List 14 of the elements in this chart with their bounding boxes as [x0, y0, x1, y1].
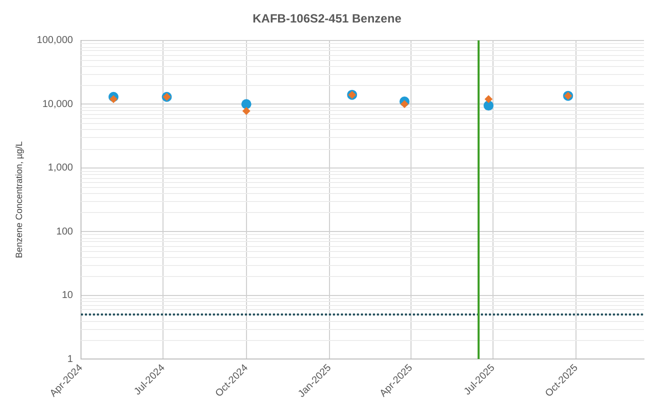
- point: [400, 100, 408, 108]
- point: [484, 95, 493, 104]
- point: [484, 100, 494, 111]
- y-axis-title: Benzene Concentration, µg/L: [14, 141, 24, 258]
- y-tick-label: 10: [62, 290, 74, 302]
- y-tick-label: 100: [56, 226, 74, 238]
- y-tick-label: 1,000: [48, 162, 74, 174]
- point: [109, 95, 118, 104]
- point: [241, 99, 252, 110]
- y-tick-label: 100,000: [36, 35, 74, 46]
- y-tick-label: 1: [67, 354, 74, 365]
- chart-title: KAFB-106S2-451 Benzene: [252, 12, 402, 26]
- point: [242, 107, 250, 115]
- y-tick-label: 10,000: [42, 98, 74, 110]
